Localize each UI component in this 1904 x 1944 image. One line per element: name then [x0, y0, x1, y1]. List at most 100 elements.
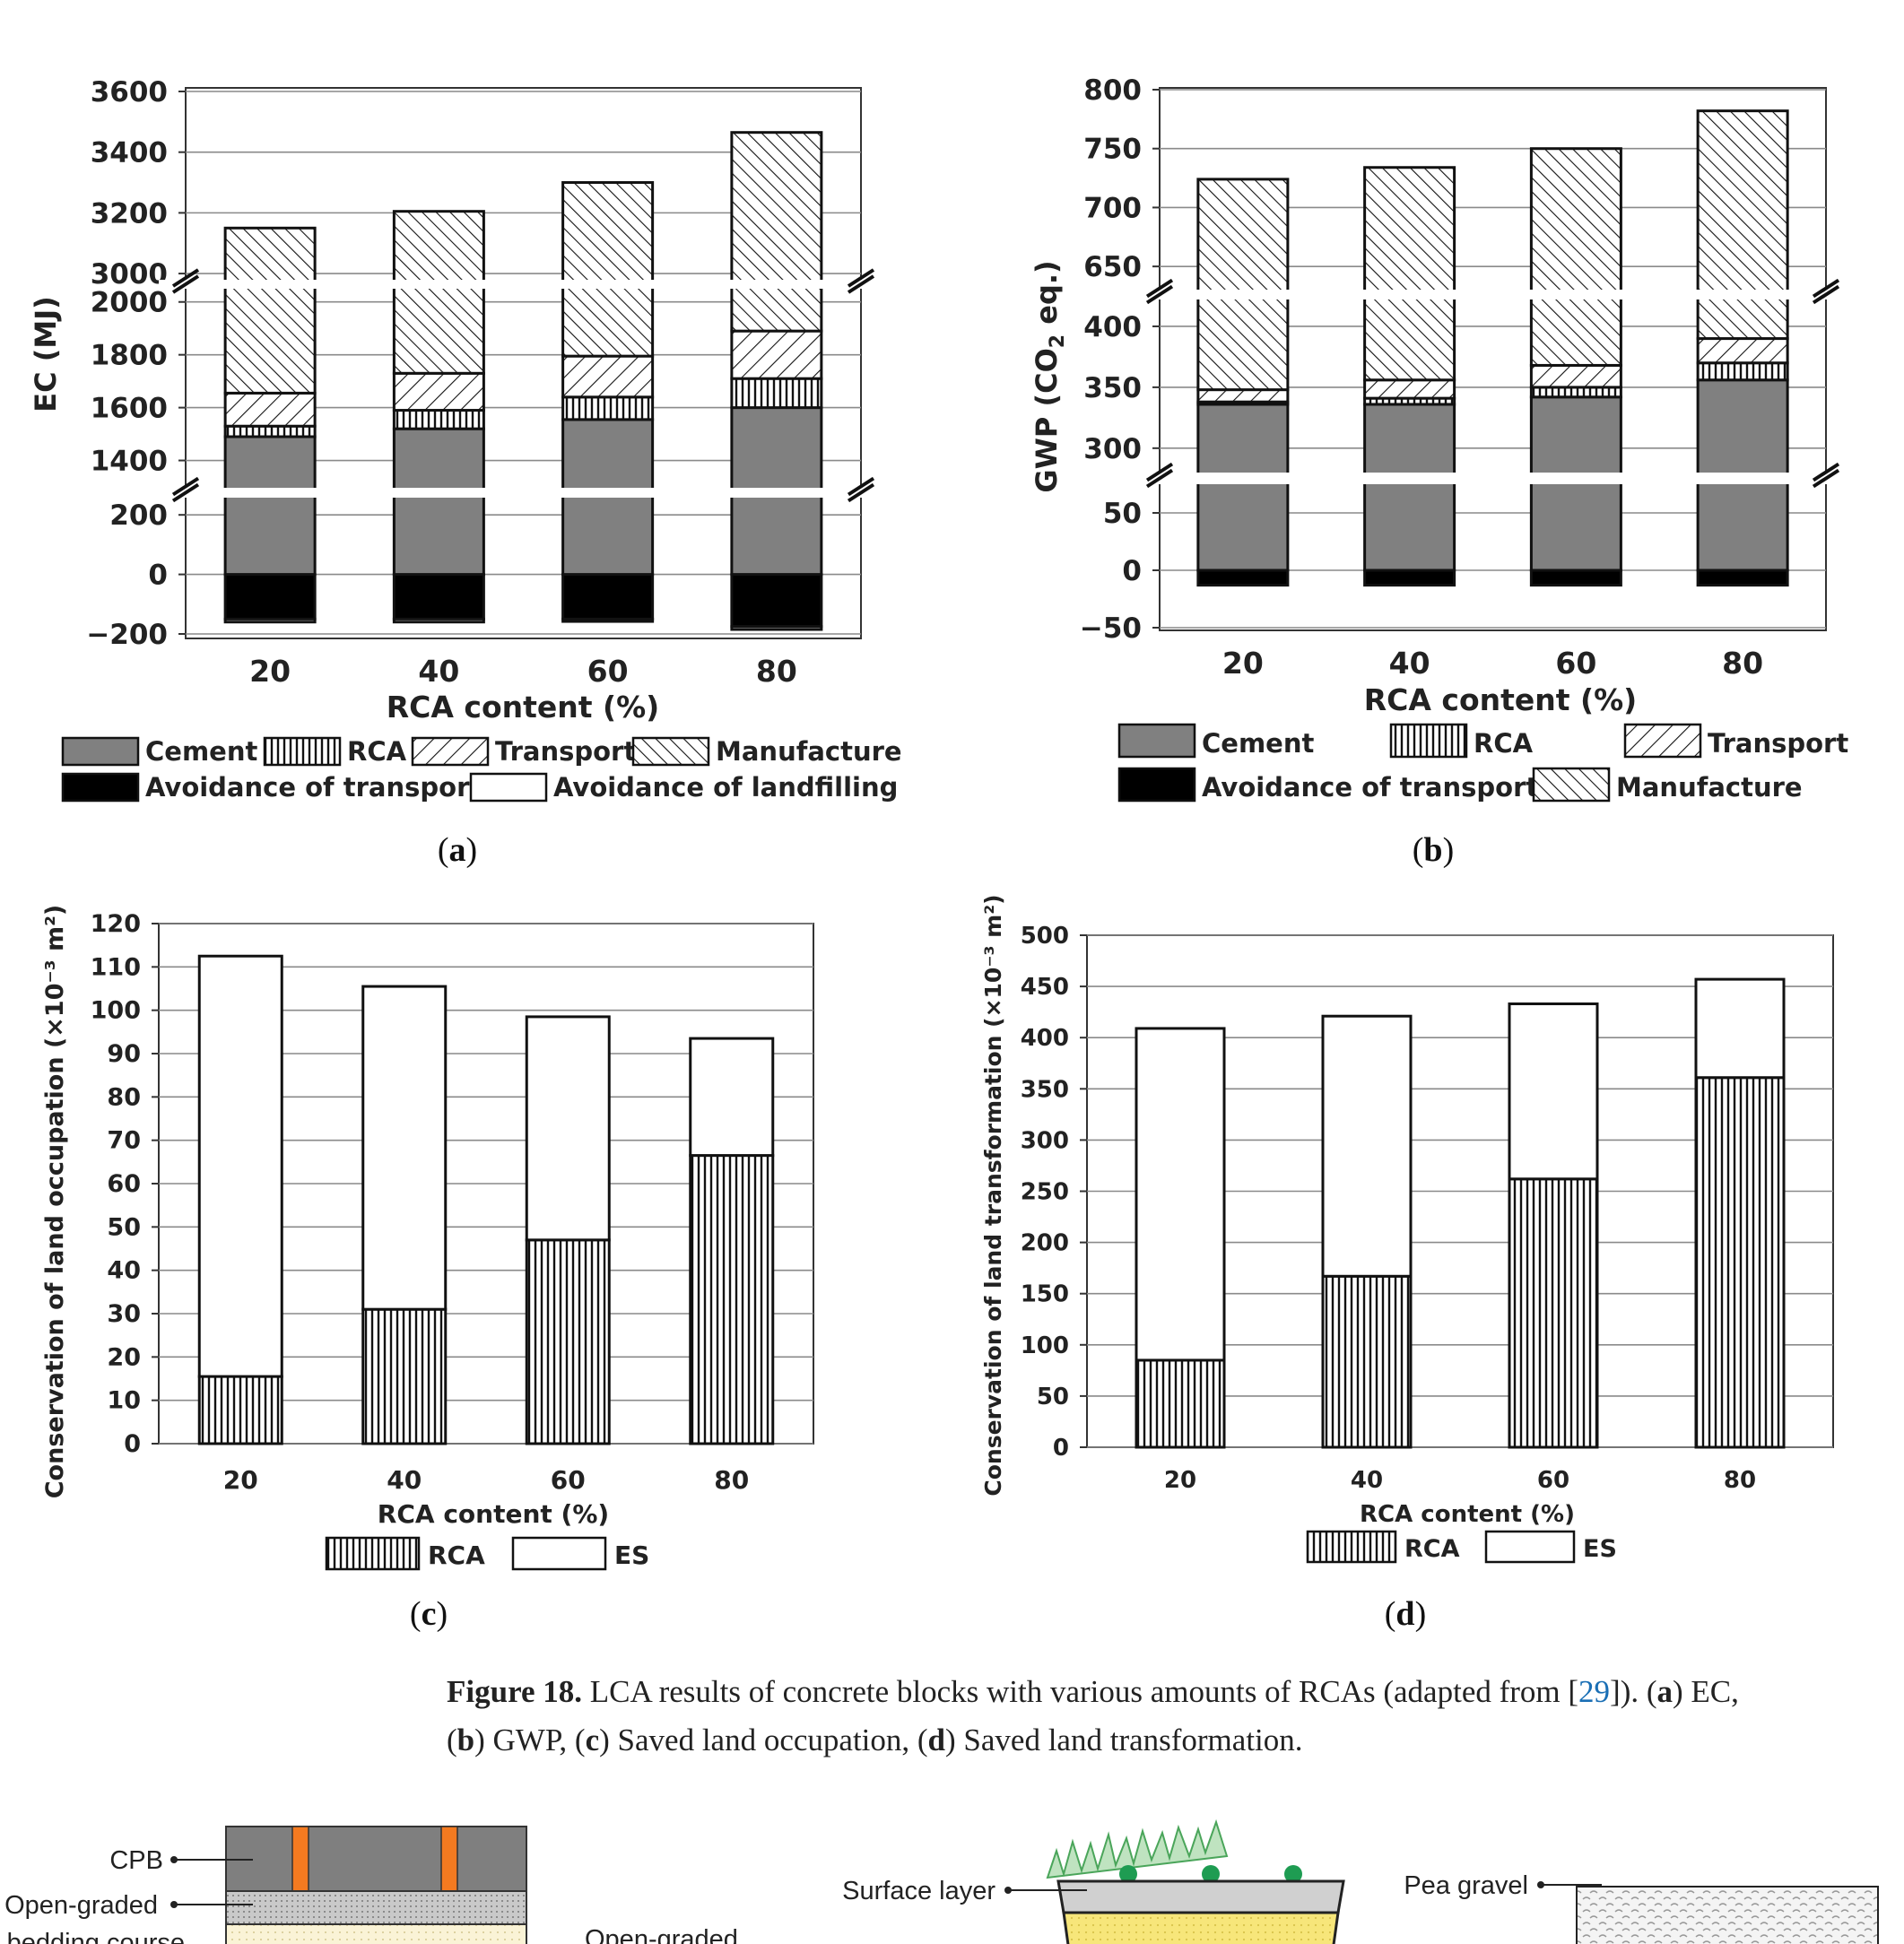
bar-d-rca-40	[1321, 1274, 1413, 1449]
chart-b-ylabel: GWP (CO2 eq.)	[1030, 260, 1069, 492]
bar-c-es-40	[361, 985, 448, 1311]
legend-swatch-avoidance-of-transport	[1117, 767, 1196, 803]
chart-a-ytick-label: 1400	[91, 446, 168, 478]
legend-label-transport: Transport	[495, 736, 636, 767]
chart-b-xtick-label: 40	[1389, 646, 1430, 681]
chart-marks: 360034003200300020001800160014002000−200…	[61, 74, 1853, 1571]
chart-a-break-mark	[171, 274, 200, 294]
bar-a-avoidance-of-transport-60	[561, 573, 655, 621]
bar-a-manufacture-60	[561, 181, 655, 358]
chart-c-ytick-label: 40	[107, 1257, 141, 1285]
chart-a-xtick-label: 60	[587, 654, 629, 689]
label-cpb: CPB	[109, 1846, 163, 1875]
caption-c: c	[585, 1723, 600, 1757]
bar-b-manufacture-40	[1363, 166, 1456, 382]
chart-d-ytick-label: 400	[1021, 1025, 1069, 1052]
chart-b: GWP (CO2 eq.) RCA content (%) (b)	[1030, 260, 1637, 869]
chart-b-ytick-label: 400	[1083, 311, 1142, 343]
pavement-diagram: CPB Open-graded bedding course Open-grad…	[4, 1818, 1879, 1944]
bar-b-manufacture-20	[1196, 178, 1290, 392]
legend-label-avoidance-of-landfilling: Avoidance of landfilling	[553, 772, 898, 803]
bar-b-avoidance-of-transport-60	[1529, 568, 1622, 587]
chart-a-plot: 360034003200300020001800160014002000−200…	[61, 76, 902, 803]
bar-a-transport-60	[561, 354, 655, 399]
legend-swatch-transport	[1623, 723, 1702, 759]
bar-c-rca-80	[689, 1154, 775, 1445]
chart-a-ytick-label: 1600	[91, 393, 168, 425]
chart-a-xlabel: RCA content (%)	[387, 690, 660, 725]
chart-d-ytick-label: 450	[1021, 974, 1069, 1001]
legend-swatch-es	[1484, 1530, 1576, 1564]
bar-a-avoidance-of-transport-20	[223, 573, 317, 621]
bar-d-rca-20	[1135, 1358, 1226, 1449]
bar-d-es-80	[1694, 977, 1786, 1080]
chart-b-xlabel: RCA content (%)	[1364, 682, 1638, 717]
chart-a-break-mark	[847, 482, 875, 503]
bar-a-transport-20	[223, 391, 317, 428]
chart-d-ytick-label: 0	[1053, 1435, 1069, 1462]
legend-label-avoidance-of-transport: Avoidance of transport	[1202, 772, 1538, 803]
chart-c: Conservation of land occupation (×10⁻³ m…	[41, 905, 609, 1633]
chart-a-axis-break-gap	[159, 280, 888, 289]
chart-b-break-mark	[1812, 278, 1840, 299]
chart-d-panel-label: (d)	[1385, 1595, 1426, 1633]
chart-d-xtick-label: 80	[1724, 1467, 1756, 1494]
bar-a-avoidance-of-transport-40	[392, 573, 485, 621]
chart-c-ytick-label: 90	[107, 1040, 141, 1068]
chart-b-ytick-label: 800	[1083, 74, 1142, 107]
caption-text-b: ) GWP, (	[474, 1723, 586, 1757]
soil-layer	[1062, 1911, 1340, 1944]
chart-b-ytick-label: 650	[1083, 251, 1142, 283]
legend-label-manufacture: Manufacture	[716, 736, 902, 767]
bar-b-transport-40	[1363, 378, 1456, 400]
label-bedding-course: bedding course	[7, 1929, 185, 1944]
chart-b-ytick-label: 750	[1083, 134, 1142, 166]
bar-a-rca-20	[223, 424, 317, 438]
cpb-joint-left	[291, 1826, 309, 1892]
legend-swatch-avoidance-of-transport	[61, 772, 140, 803]
legend-label-rca: RCA	[1474, 728, 1534, 759]
chart-b-ytick-label: 300	[1083, 433, 1142, 465]
bar-b-avoidance-of-transport-80	[1696, 568, 1789, 587]
chart-a-ytick-label: 3000	[91, 258, 168, 291]
chart-c-xtick-label: 80	[714, 1465, 749, 1495]
bar-a-avoidance-of-landfilling-80	[730, 625, 823, 631]
bar-b-cement-40	[1363, 403, 1456, 572]
legend-label-avoidance-of-transport: Avoidance of transport	[145, 772, 482, 803]
bedding-layer	[225, 1890, 527, 1925]
chart-b-break-mark	[1145, 278, 1174, 299]
chart-d-ytick-label: 350	[1021, 1076, 1069, 1103]
legend-swatch-manufacture	[631, 736, 710, 767]
legend-label-transport: Transport	[1708, 728, 1848, 759]
chart-d-ytick-label: 500	[1021, 923, 1069, 950]
bar-c-rca-40	[361, 1307, 448, 1445]
chart-b-bars	[1196, 109, 1789, 587]
legend-swatch-manufacture	[1532, 767, 1611, 803]
bar-b-transport-60	[1529, 363, 1622, 389]
chart-c-ytick-label: 20	[107, 1343, 141, 1371]
chart-a-ytick-label: 0	[148, 560, 168, 592]
chart-a-break-mark	[847, 476, 875, 497]
bar-c-rca-20	[197, 1375, 283, 1445]
pea-gravel-layer	[1576, 1886, 1879, 1944]
chart-b-axis-break-gap	[1133, 473, 1853, 484]
bar-a-manufacture-20	[223, 226, 317, 395]
bar-a-manufacture-40	[392, 210, 485, 375]
chart-a-ytick-label: 200	[109, 499, 168, 532]
chart-a-xtick-label: 40	[418, 654, 459, 689]
chart-d-ylabel: Conservation of land transformation (×10…	[980, 894, 1006, 1496]
caption-ref-link[interactable]: 29	[1578, 1674, 1611, 1709]
chart-d-legend: RCA ES	[1306, 1530, 1617, 1564]
chart-b-break-mark	[1145, 284, 1174, 305]
chart-b-xtick-label: 80	[1722, 646, 1763, 681]
legend-label-manufacture: Manufacture	[1616, 772, 1803, 803]
label-open-graded: Open-graded	[4, 1891, 158, 1920]
chart-c-ytick-label: 0	[124, 1430, 141, 1458]
plant-dot-2	[1202, 1865, 1220, 1883]
bar-b-transport-20	[1196, 388, 1290, 404]
label-pea-gravel: Pea gravel	[1404, 1871, 1528, 1900]
chart-a-break-mark	[171, 482, 200, 503]
chart-a-break-mark	[171, 268, 200, 288]
label-open-graded-2: Open-graded	[585, 1925, 738, 1944]
